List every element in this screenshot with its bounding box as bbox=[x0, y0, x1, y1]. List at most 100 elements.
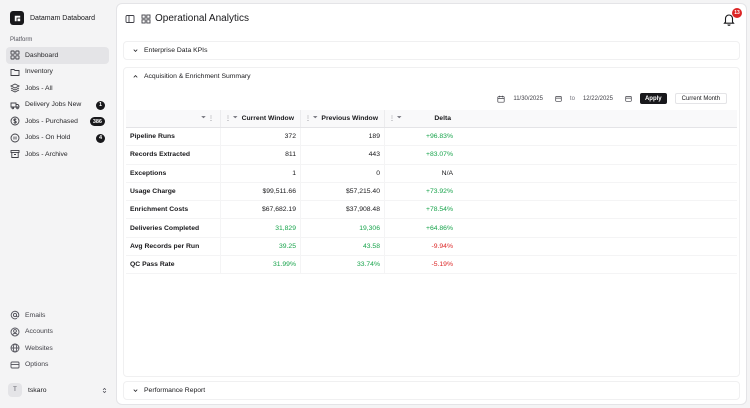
sidebar-item-emails[interactable]: Emails bbox=[6, 307, 109, 324]
sidebar-secondary-nav: Emails Accounts Websites Options bbox=[6, 307, 109, 373]
column-controls[interactable]: ⋮ ⏷ bbox=[221, 115, 238, 122]
apply-button[interactable]: Apply bbox=[639, 93, 667, 104]
column-controls[interactable]: ⋮ ⏷ bbox=[301, 115, 318, 122]
delta-cell: +73.92% bbox=[425, 188, 453, 196]
previous-value-cell: $57,215.40 bbox=[301, 182, 385, 201]
sidebar-item-inventory[interactable]: Inventory bbox=[6, 64, 109, 81]
filter-icon[interactable]: ⏷ bbox=[201, 115, 206, 121]
sidebar-item-jobs-archive[interactable]: Jobs - Archive bbox=[6, 146, 109, 163]
brand-logo-icon bbox=[10, 11, 24, 25]
more-icon[interactable]: ⋮ bbox=[305, 116, 311, 122]
previous-value-cell: 0 bbox=[301, 164, 385, 182]
delta-cell: -5.19% bbox=[431, 261, 453, 269]
user-name: tskaro bbox=[28, 386, 47, 394]
section-toggle[interactable]: Performance Report bbox=[124, 382, 739, 399]
main-panel: Operational Analytics 13 Enterprise Data… bbox=[116, 3, 747, 405]
table-row: Deliveries Completed 31,829 19,306 +64.86% bbox=[126, 219, 737, 238]
sidebar-item-label: Accounts bbox=[25, 328, 53, 336]
brand[interactable]: Datamam Databoard bbox=[10, 11, 95, 25]
previous-value-cell: 443 bbox=[301, 146, 385, 164]
date-separator: to bbox=[569, 95, 575, 102]
current-month-button[interactable]: Current Month bbox=[674, 93, 727, 104]
sidebar-item-label: Options bbox=[25, 361, 49, 369]
count-badge: 4 bbox=[95, 133, 105, 143]
column-header-previous[interactable]: ⋮ ⏷ Previous Window bbox=[301, 110, 385, 127]
user-circle-icon bbox=[10, 327, 20, 337]
sidebar-item-label: Jobs - Archive bbox=[25, 150, 68, 158]
avatar: T bbox=[8, 383, 22, 397]
delta-cell: +83.07% bbox=[425, 151, 453, 159]
column-controls[interactable]: ⏷ ⋮ bbox=[201, 115, 214, 122]
start-date-value: 11/30/2025 bbox=[513, 95, 543, 102]
calendar-picker-icon[interactable] bbox=[625, 95, 632, 102]
current-value-cell: 31,829 bbox=[221, 219, 301, 237]
sidebar-item-label: Jobs - All bbox=[25, 84, 53, 92]
filter-icon[interactable]: ⏷ bbox=[233, 115, 238, 121]
calendar-icon bbox=[497, 95, 505, 103]
filter-icon[interactable]: ⏷ bbox=[397, 115, 402, 121]
folder-icon bbox=[10, 68, 20, 76]
previous-value-cell: 189 bbox=[301, 128, 385, 146]
section-acquisition-summary: Acquisition & Enrichment Summary 11/30/2… bbox=[123, 67, 740, 377]
column-controls[interactable]: ⋮ ⏷ bbox=[385, 115, 402, 122]
metric-cell: Usage Charge bbox=[126, 182, 221, 201]
sidebar-toggle-icon[interactable] bbox=[125, 14, 135, 24]
sidebar-item-websites[interactable]: Websites bbox=[6, 340, 109, 357]
dollar-icon bbox=[10, 116, 20, 126]
sidebar-item-accounts[interactable]: Accounts bbox=[6, 324, 109, 341]
sidebar-item-dashboard[interactable]: Dashboard bbox=[6, 47, 109, 64]
column-header-current[interactable]: ⋮ ⏷ Current Window bbox=[221, 110, 301, 127]
filter-icon[interactable]: ⏷ bbox=[313, 115, 318, 121]
section-performance-report: Performance Report bbox=[123, 381, 740, 400]
sidebar-item-delivery-jobs-new[interactable]: Delivery Jobs New 1 bbox=[6, 97, 109, 114]
globe-icon bbox=[10, 343, 20, 353]
end-date-input[interactable]: 12/22/2025 bbox=[581, 93, 634, 104]
bell-icon[interactable] bbox=[722, 12, 736, 26]
user-menu[interactable]: T tskaro bbox=[8, 381, 108, 399]
more-icon[interactable]: ⋮ bbox=[208, 116, 214, 122]
page-title: Operational Analytics bbox=[155, 13, 249, 24]
table-row: Enrichment Costs $67,682.19 $37,908.48 +78.… bbox=[126, 201, 737, 220]
delta-cell: N/A bbox=[441, 169, 453, 177]
summary-table: ⏷ ⋮ ⋮ ⏷ Current Window ⋮ ⏷ Previous Window … bbox=[126, 110, 737, 275]
sidebar-item-jobs-on-hold[interactable]: Jobs - On Hold 4 bbox=[6, 130, 109, 147]
options-icon bbox=[10, 361, 20, 369]
dashboard-icon bbox=[141, 14, 151, 24]
page-header: Operational Analytics 13 bbox=[117, 4, 746, 36]
column-header-delta[interactable]: ⋮ ⏷ Delta bbox=[385, 110, 457, 127]
table-row: Exceptions 1 0 N/A bbox=[126, 164, 737, 183]
column-title: Current Window bbox=[241, 115, 294, 122]
previous-value-cell: $37,908.48 bbox=[301, 201, 385, 219]
current-value-cell: 31.99% bbox=[221, 256, 301, 274]
sidebar-item-jobs-purchased[interactable]: Jobs - Purchased 386 bbox=[6, 113, 109, 130]
more-icon[interactable]: ⋮ bbox=[225, 116, 231, 122]
metric-cell: Avg Records per Run bbox=[126, 237, 221, 256]
column-header-metric[interactable]: ⏷ ⋮ bbox=[126, 110, 221, 127]
metric-cell: Pipeline Runs bbox=[126, 128, 221, 146]
sidebar-item-label: Jobs - Purchased bbox=[25, 117, 78, 125]
sidebar-item-label: Jobs - On Hold bbox=[25, 134, 71, 142]
table-row: Records Extracted 811 443 +83.07% bbox=[126, 146, 737, 165]
notification-badge: 13 bbox=[732, 8, 742, 18]
truck-icon bbox=[10, 102, 20, 109]
calendar-picker-icon[interactable] bbox=[555, 95, 562, 102]
layers-icon bbox=[10, 83, 20, 93]
current-value-cell: $99,511.66 bbox=[221, 182, 301, 201]
column-title: Previous Window bbox=[321, 115, 378, 122]
sidebar-item-options[interactable]: Options bbox=[6, 357, 109, 374]
sidebar-item-jobs-all[interactable]: Jobs - All bbox=[6, 80, 109, 97]
count-badge: 386 bbox=[89, 117, 105, 126]
start-date-input[interactable]: 11/30/2025 bbox=[511, 93, 564, 104]
table-header: ⏷ ⋮ ⋮ ⏷ Current Window ⋮ ⏷ Previous Window … bbox=[126, 110, 737, 128]
section-toggle[interactable]: Enterprise Data KPIs bbox=[124, 42, 739, 59]
more-icon[interactable]: ⋮ bbox=[389, 116, 395, 122]
previous-value-cell: 19,306 bbox=[301, 219, 385, 237]
table-row: Avg Records per Run 39.25 43.58 -9.94% bbox=[126, 237, 737, 257]
table-row: Pipeline Runs 372 189 +96.83% bbox=[126, 128, 737, 147]
section-toggle[interactable]: Acquisition & Enrichment Summary bbox=[124, 68, 739, 85]
table-body: Pipeline Runs 372 189 +96.83% Records Extrac… bbox=[126, 128, 737, 275]
delta-cell: +96.83% bbox=[425, 133, 453, 141]
section-title: Enterprise Data KPIs bbox=[144, 47, 208, 54]
delta-cell: +78.54% bbox=[425, 206, 453, 214]
count-badge: 1 bbox=[95, 100, 105, 110]
